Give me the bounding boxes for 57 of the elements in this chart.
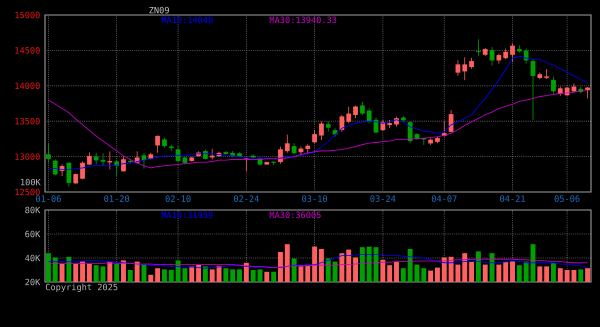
candlestick: [530, 58, 536, 120]
candlestick: [312, 130, 317, 144]
candlestick: [292, 142, 296, 155]
candlestick: [476, 38, 481, 56]
candlestick: [73, 173, 78, 184]
candlestick: [60, 164, 64, 176]
x-tick-label: 03-24: [370, 195, 396, 202]
candlestick: [585, 86, 590, 99]
candlestick: [86, 152, 92, 166]
candlestick: [46, 143, 51, 164]
text: MA10:31959: [162, 212, 213, 218]
x-tick-label: 02-24: [234, 195, 259, 202]
y-tick-label: 14000: [15, 82, 40, 90]
text: Copyright 2025: [46, 284, 118, 292]
candlestick: [94, 152, 99, 165]
text: MA30:36005: [270, 212, 321, 218]
candlestick: [142, 152, 146, 170]
candlestick: [319, 121, 324, 140]
candlestick: [52, 159, 58, 176]
candlestick: [162, 137, 167, 148]
x-tick-label: 01-20: [104, 195, 130, 202]
y-tick-label: 40K: [25, 254, 40, 262]
candlestick: [121, 156, 126, 172]
candlestick: [107, 150, 112, 170]
x-tick-label: 02-10: [166, 195, 191, 202]
candlestick: [155, 134, 160, 154]
candlestick: [326, 121, 331, 132]
candlestick: [210, 148, 215, 160]
x-tick-label: 05-06: [554, 195, 580, 202]
candlestick: [510, 43, 515, 62]
y-tick-label: 80K: [25, 206, 40, 214]
x-tick-label: 04-07: [432, 195, 457, 202]
y-tick-label: 13500: [15, 118, 40, 124]
candlestick: [100, 153, 106, 166]
x-tick-label: 03-10: [302, 195, 328, 202]
y-tick-label: 20K: [25, 278, 40, 286]
candlestick: [80, 161, 85, 180]
candlestick: [490, 46, 494, 66]
candlestick: [408, 120, 413, 144]
candlestick: [448, 110, 454, 133]
text: 100K: [20, 178, 41, 186]
chart-title: ZN09: [149, 6, 169, 14]
y-tick-label: 60K: [25, 230, 40, 238]
y-tick-label: 14500: [15, 47, 40, 54]
candlestick: [278, 146, 283, 164]
candlestick: [284, 134, 290, 154]
text: MA30:13940.33: [270, 16, 336, 24]
x-tick-label: 04-21: [500, 195, 525, 202]
candlestick: [176, 146, 180, 164]
y-tick-label: 13000: [15, 153, 40, 160]
candlestick: [374, 117, 378, 134]
x-tick-label: 01-06: [36, 195, 61, 202]
candlestick: [551, 76, 556, 94]
y-tick-label: 15000: [15, 12, 40, 18]
text: MA10:14040: [162, 16, 213, 24]
candlestick: [353, 105, 358, 119]
y-tick-label: 12500: [15, 188, 40, 196]
